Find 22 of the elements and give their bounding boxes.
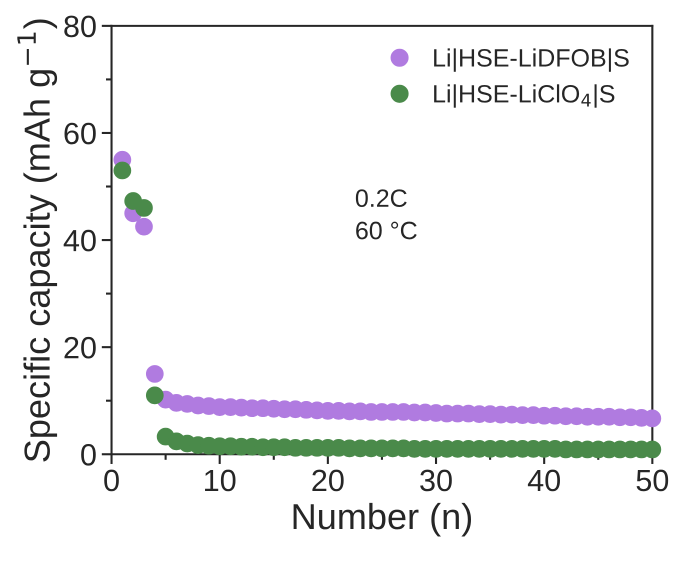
- y-axis-title: Specific capacity (mAh g$^{−1}$): [17, 19, 58, 462]
- legend-label: Li|HSE-LiClO$_{4}$|S: [434, 84, 614, 108]
- x-tick-label: 50: [636, 470, 668, 492]
- point: [135, 199, 153, 217]
- point: [146, 365, 164, 383]
- annotation: 60 °C: [356, 222, 417, 240]
- annotation: 0.2C: [356, 189, 407, 208]
- legend-label: Li|HSE-LiDFOB|S: [434, 48, 629, 72]
- y-tick-label: 40: [64, 230, 96, 252]
- x-tick-label: 10: [205, 470, 236, 492]
- y-tick-label: 20: [64, 336, 96, 359]
- x-tick-label: 20: [312, 470, 344, 492]
- point: [135, 218, 153, 236]
- x-tick-label: 0: [104, 470, 119, 492]
- y-tick-label: 80: [64, 16, 96, 38]
- x-tick-label: 40: [528, 470, 560, 492]
- x-axis-title: Number (n): [294, 502, 472, 537]
- x-tick-label: 30: [420, 470, 452, 492]
- point: [114, 162, 132, 180]
- point: [146, 386, 164, 404]
- y-tick-label: 60: [64, 122, 96, 144]
- y-tick-label: 0: [81, 444, 96, 466]
